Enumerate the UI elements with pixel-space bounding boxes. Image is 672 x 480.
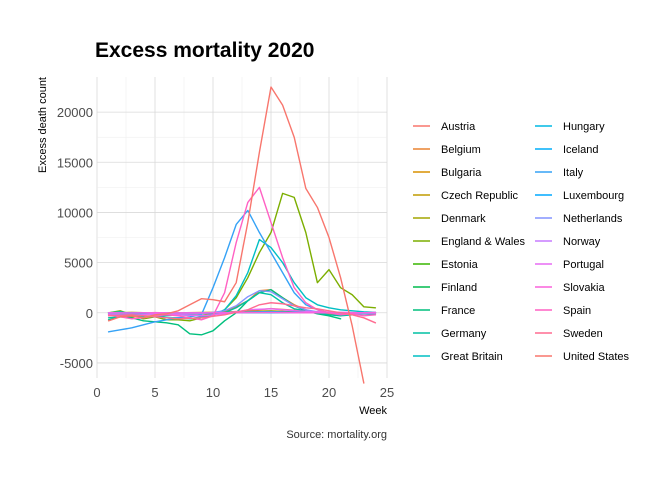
legend-label-iceland: Iceland — [563, 144, 598, 156]
series-lines — [107, 86, 377, 384]
chart-title: Excess mortality 2020 — [95, 39, 314, 62]
x-tick-label: 5 — [151, 385, 158, 400]
legend-label-finland: Finland — [441, 282, 477, 294]
legend-label-netherlands: Netherlands — [563, 213, 623, 225]
legend-label-france: France — [441, 305, 475, 317]
x-tick-label: 10 — [206, 385, 220, 400]
legend-label-norway: Norway — [563, 236, 601, 248]
x-tick-label: 0 — [93, 385, 100, 400]
legend-label-italy: Italy — [563, 167, 584, 179]
legend-label-portugal: Portugal — [563, 259, 604, 271]
series-line-italy — [107, 209, 342, 333]
y-tick-label: -5000 — [60, 356, 93, 371]
y-tick-label: 10000 — [57, 205, 93, 220]
y-tick-label: 5000 — [64, 256, 93, 271]
plot-area — [96, 77, 388, 384]
y-axis-label: Excess death count — [37, 77, 49, 173]
legend-label-luxembourg: Luxembourg — [563, 190, 624, 202]
x-tick-label: 25 — [380, 385, 394, 400]
legend-label-estonia: Estonia — [441, 259, 479, 271]
series-line-netherlands — [107, 290, 377, 316]
x-axis-ticks: 0 5 10 15 20 25 — [93, 385, 394, 400]
series-line-united-states — [107, 86, 365, 384]
legend-label-slovakia: Slovakia — [563, 282, 605, 294]
legend-label-united-states: United States — [563, 351, 630, 363]
legend-label-denmark: Denmark — [441, 213, 486, 225]
legend-label-belgium: Belgium — [441, 144, 481, 156]
legend-label-england-wales: England & Wales — [441, 236, 525, 248]
series-line-sweden — [107, 302, 377, 324]
legend: Austria Belgium Bulgaria Czech Republic Denm… — [413, 121, 630, 363]
legend-label-sweden: Sweden — [563, 328, 603, 340]
legend-label-bulgaria: Bulgaria — [441, 167, 482, 179]
y-tick-label: 15000 — [57, 155, 93, 170]
legend-label-hungary: Hungary — [563, 121, 605, 133]
chart-caption: Source: mortality.org — [286, 429, 387, 441]
legend-label-austria: Austria — [441, 121, 476, 133]
legend-label-czech-republic: Czech Republic — [441, 190, 519, 202]
x-tick-label: 20 — [322, 385, 336, 400]
y-axis-ticks: -5000 0 5000 10000 15000 20000 — [57, 105, 93, 371]
legend-label-great-britain: Great Britain — [441, 351, 503, 363]
y-tick-label: 0 — [86, 306, 93, 321]
legend-label-germany: Germany — [441, 328, 487, 340]
x-axis-label: Week — [359, 405, 387, 417]
y-tick-label: 20000 — [57, 105, 93, 120]
x-tick-label: 15 — [264, 385, 278, 400]
legend-label-spain: Spain — [563, 305, 591, 317]
